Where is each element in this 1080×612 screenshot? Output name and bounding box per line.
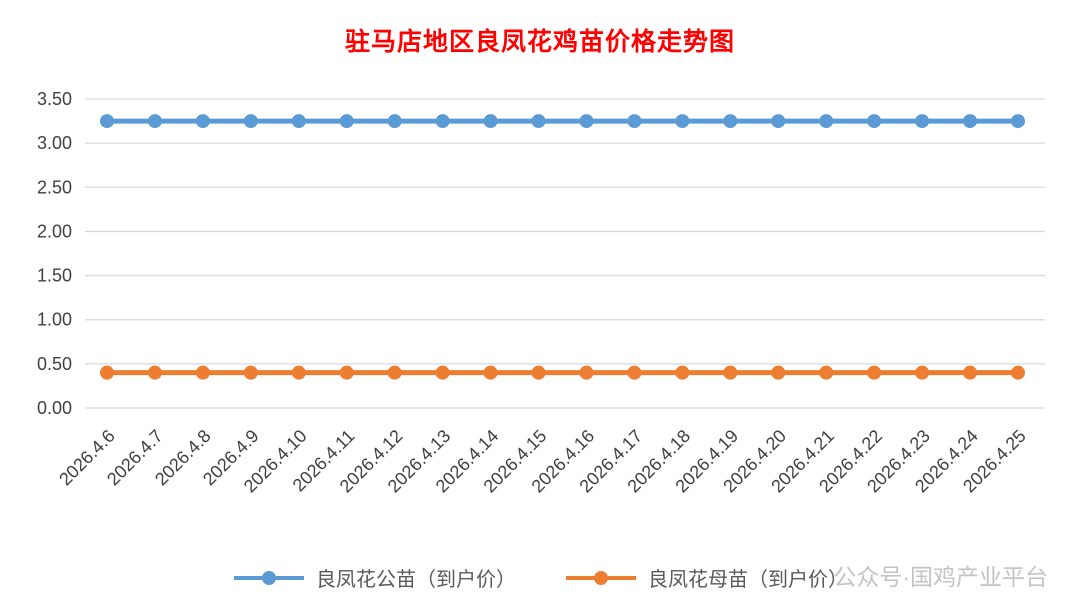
y-tick-label: 0.00 <box>37 398 72 418</box>
data-point-marker <box>435 365 450 380</box>
data-point-marker <box>963 114 978 129</box>
y-tick-label: 1.50 <box>37 266 72 286</box>
data-point-marker <box>627 365 642 380</box>
data-point-marker <box>195 114 210 129</box>
legend-marker-icon <box>566 570 636 585</box>
y-tick-label: 1.00 <box>37 310 72 330</box>
data-point-marker <box>723 365 738 380</box>
data-point-marker <box>243 114 258 129</box>
data-point-marker <box>915 365 930 380</box>
y-tick-label: 0.50 <box>37 354 72 374</box>
legend-marker-icon <box>234 570 304 585</box>
data-point-marker <box>723 114 738 129</box>
data-point-marker <box>819 365 834 380</box>
y-tick-label: 3.50 <box>37 89 72 109</box>
data-point-marker <box>579 365 594 380</box>
data-point-marker <box>915 114 930 129</box>
data-point-marker <box>435 114 450 129</box>
data-point-marker <box>243 365 258 380</box>
data-point-marker <box>339 365 354 380</box>
data-point-marker <box>195 365 210 380</box>
chart-legend: 良凤花公苗（到户价） 良凤花母苗（到户价） <box>0 563 1080 592</box>
data-point-marker <box>100 114 114 129</box>
data-point-marker <box>387 114 402 129</box>
data-point-marker <box>531 114 546 129</box>
series-良凤花母苗（到户价） <box>100 365 1025 380</box>
data-point-marker <box>100 365 114 380</box>
data-point-marker <box>483 365 498 380</box>
y-tick-label: 3.00 <box>37 133 72 153</box>
data-point-marker <box>819 114 834 129</box>
data-point-marker <box>579 114 594 129</box>
legend-item: 良凤花母苗（到户价） <box>564 563 848 592</box>
data-point-marker <box>147 365 162 380</box>
data-point-marker <box>675 114 690 129</box>
data-point-marker <box>771 114 786 129</box>
chart-title: 驻马店地区良凤花鸡苗价格走势图 <box>344 28 735 56</box>
legend-item: 良凤花公苗（到户价） <box>232 563 516 592</box>
y-tick-label: 2.50 <box>37 177 72 197</box>
data-point-marker <box>771 365 786 380</box>
data-point-marker <box>963 365 978 380</box>
data-point-marker <box>867 365 882 380</box>
data-point-marker <box>147 114 162 129</box>
data-point-marker <box>1011 114 1025 129</box>
legend-label: 良凤花公苗（到户价） <box>316 569 516 591</box>
data-point-marker <box>1011 365 1025 380</box>
y-tick-label: 2.00 <box>37 221 72 241</box>
data-point-marker <box>531 365 546 380</box>
data-point-marker <box>867 114 882 129</box>
data-point-marker <box>483 114 498 129</box>
data-point-marker <box>291 365 306 380</box>
data-point-marker <box>387 365 402 380</box>
legend-label: 良凤花母苗（到户价） <box>648 569 848 591</box>
series-良凤花公苗（到户价） <box>100 114 1025 129</box>
y-axis-tick-labels: 0.00 0.50 1.00 1.50 2.00 2.50 3.00 3.50 <box>37 89 72 418</box>
x-axis-tick-labels: 2026.4.62026.4.72026.4.82026.4.92026.4.1… <box>55 426 1030 497</box>
data-point-marker <box>627 114 642 129</box>
gridlines <box>85 98 1045 409</box>
data-point-marker <box>291 114 306 129</box>
data-point-marker <box>339 114 354 129</box>
data-point-marker <box>675 365 690 380</box>
